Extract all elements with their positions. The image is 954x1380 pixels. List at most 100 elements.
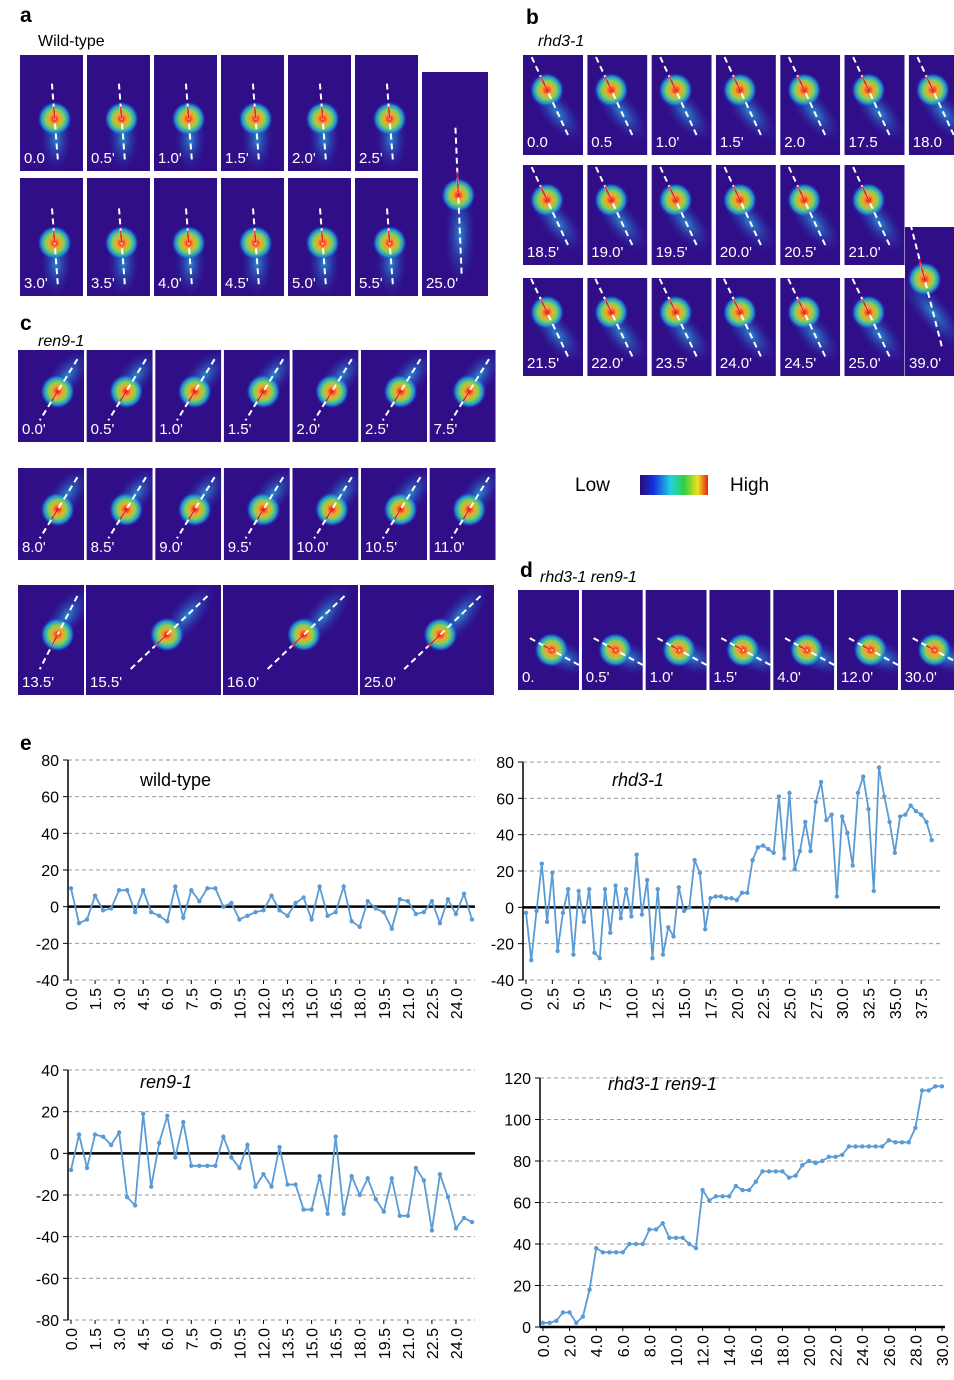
growth-arrow [387, 106, 391, 119]
data-point [733, 1183, 739, 1189]
growth-arrow [668, 298, 677, 313]
data-point [618, 916, 624, 921]
growth-arrow [540, 186, 548, 201]
growth-axis [381, 358, 422, 421]
x-tick-label: 12.0 [256, 1328, 273, 1359]
image-frame [223, 350, 290, 442]
image-frame [715, 55, 776, 155]
image-frame [288, 55, 351, 171]
data-point [697, 870, 703, 876]
growth-arrow [732, 76, 741, 91]
growth-axis [176, 476, 216, 539]
growth-axis [786, 55, 827, 136]
image-frame [86, 585, 221, 695]
data-point [623, 886, 629, 892]
image-frame [844, 55, 905, 155]
data-point [753, 1179, 758, 1184]
x-tick-label: 27.5 [809, 988, 826, 1019]
x-tick-label: 12.0 [256, 988, 273, 1019]
growth-axis [38, 595, 79, 670]
frame-time: 9.0' [159, 539, 183, 556]
growth-axis [593, 278, 634, 357]
image-frame [844, 278, 905, 376]
data-point [620, 1250, 625, 1255]
x-tick-label: 7.5 [184, 988, 201, 1010]
data-point [640, 1241, 645, 1247]
data-point [421, 1178, 427, 1183]
x-tick-label: 9.0 [208, 1328, 225, 1350]
frame-time: 24.5' [784, 355, 816, 372]
panel-label: c [20, 312, 32, 335]
growth-axis [403, 595, 482, 670]
data-point [818, 779, 824, 785]
x-tick-label: 26.0 [882, 1335, 899, 1366]
frame-time: 9.5' [228, 539, 252, 556]
x-tick-label: 0.0 [519, 988, 536, 1010]
data-point [776, 794, 782, 799]
data-point [413, 1165, 419, 1171]
data-point [866, 1144, 872, 1149]
growth-arrow [320, 230, 324, 243]
frame-time: 10.5' [365, 539, 397, 556]
growth-axis [454, 124, 463, 274]
growth-axis [851, 165, 891, 246]
data-point [755, 845, 761, 850]
image-frame [155, 468, 222, 560]
data-point [539, 861, 545, 866]
y-tick-label: 0 [522, 1320, 531, 1337]
growth-arrow [604, 76, 612, 91]
x-tick-label: 30.0 [935, 1335, 952, 1366]
growth-arrow [732, 298, 741, 313]
data-point [803, 819, 808, 825]
data-point [124, 887, 130, 893]
data-point [897, 814, 903, 819]
x-tick-label: 12.0 [696, 1335, 713, 1366]
data-point [666, 925, 671, 930]
frame-time: 0.0 [24, 150, 45, 167]
x-tick-label: 4.5 [136, 1328, 153, 1350]
x-tick-label: 0.0 [64, 988, 81, 1010]
data-point [740, 1187, 745, 1193]
y-tick-label: 120 [504, 1071, 531, 1088]
data-point [132, 1203, 138, 1208]
x-tick-label: 0.0 [64, 1328, 81, 1350]
data-point [634, 852, 639, 857]
data-point [149, 909, 154, 915]
data-point [261, 1171, 266, 1177]
image-frame [651, 278, 712, 376]
y-tick-label: 0 [50, 900, 59, 917]
data-point [899, 1140, 905, 1145]
image-frame [355, 178, 418, 296]
data-point [437, 920, 443, 926]
data-point [650, 956, 655, 961]
data-point [373, 906, 378, 911]
x-tick-label: 10.0 [624, 988, 641, 1019]
data-point [919, 1088, 925, 1093]
data-point [277, 1144, 282, 1150]
growth-axis [50, 205, 59, 285]
image-frame [900, 590, 954, 690]
data-line [525, 767, 933, 961]
y-tick-label: 0 [50, 1146, 59, 1163]
data-point [405, 898, 411, 904]
growth-arrow [256, 509, 265, 520]
data-point [908, 803, 913, 808]
frame-time: 10.0' [296, 539, 328, 556]
data-point [840, 1152, 845, 1157]
data-point [565, 886, 571, 892]
growth-arrow [732, 186, 741, 201]
image-frame [837, 590, 898, 690]
data-point [309, 1207, 314, 1212]
x-tick-label: 6.0 [616, 1335, 633, 1357]
growth-arrow [797, 186, 805, 201]
growth-axis [381, 476, 422, 539]
growth-arrow [188, 509, 196, 520]
data-point [882, 794, 887, 799]
frame-time: 0.5' [91, 150, 115, 167]
data-point [140, 887, 146, 893]
growth-arrow [119, 106, 123, 119]
growth-arrow [604, 186, 612, 201]
growth-arrow [387, 230, 391, 243]
data-point [445, 1194, 451, 1200]
data-point [405, 1213, 411, 1219]
